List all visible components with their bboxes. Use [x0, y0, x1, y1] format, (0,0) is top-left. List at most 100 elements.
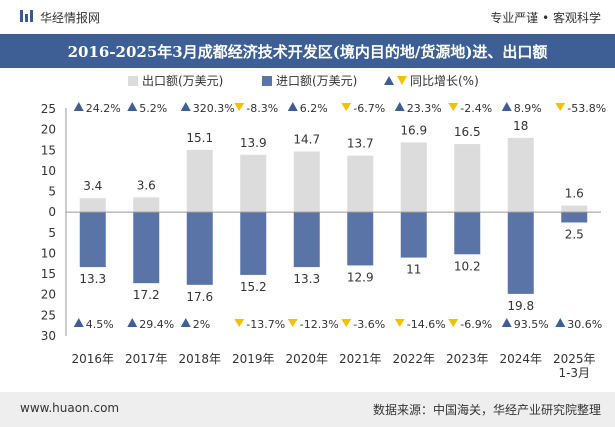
import-growth-label: -6.9%	[460, 318, 492, 331]
up-triangle-icon	[394, 102, 405, 111]
import-growth-label: -12.3%	[300, 318, 339, 331]
import-value-label: 17.6	[186, 290, 213, 304]
export-value-label: 3.4	[83, 179, 102, 193]
import-value-label: 12.9	[347, 270, 374, 284]
import-growth-label: 30.6%	[567, 318, 602, 331]
import-bar	[400, 212, 427, 258]
export-growth-label: 24.2%	[86, 102, 121, 115]
import-growth-label: -3.6%	[353, 318, 385, 331]
website-url: www.huaon.com	[20, 401, 120, 415]
export-bar	[561, 205, 588, 213]
x-tick-label: 1-3月	[558, 366, 590, 380]
brand-name: 华经情报网	[40, 11, 101, 25]
export-growth-label: -6.7%	[353, 102, 385, 115]
up-triangle-icon	[501, 318, 512, 327]
legend-label-growth: 同比增长(%)	[410, 74, 479, 88]
export-value-label: 16.5	[454, 125, 481, 139]
up-triangle-icon	[501, 102, 512, 111]
export-value-label: 14.7	[293, 133, 320, 147]
up-triangle-icon	[287, 102, 298, 111]
tagline: 专业严谨 • 客观科学	[490, 11, 601, 25]
export-value-label: 1.6	[565, 187, 584, 201]
export-growth-label: 23.3%	[407, 102, 442, 115]
import-growth-label: 4.5%	[86, 318, 114, 331]
down-triangle-icon	[394, 319, 405, 327]
export-value-label: 13.7	[347, 137, 374, 151]
import-bar	[561, 212, 588, 223]
y-tick-label: 10	[41, 164, 56, 178]
legend-down-triangle-icon	[397, 76, 407, 85]
import-value-label: 17.2	[133, 288, 160, 302]
import-value-label: 2.5	[565, 228, 584, 242]
y-tick-label: 10	[41, 246, 56, 260]
export-value-label: 15.1	[186, 131, 213, 145]
export-growth-label: 6.2%	[300, 102, 328, 115]
import-bar	[293, 212, 320, 268]
export-bar	[133, 197, 160, 213]
import-bar	[186, 212, 213, 285]
x-tick-label: 2022年	[392, 352, 435, 366]
legend-label-export: 出口额(万美元)	[142, 74, 223, 88]
import-bar	[507, 212, 534, 294]
up-triangle-icon	[73, 102, 84, 111]
chart: 出口额(万美元) 进口额(万美元) 同比增长(%) 25 20 15 10 5 0 5 10 1…	[41, 74, 606, 380]
x-tick-label: 2019年	[232, 352, 275, 366]
y-tick-label: 5	[48, 226, 56, 240]
legend: 出口额(万美元) 进口额(万美元) 同比增长(%)	[128, 74, 479, 88]
y-tick-label: 25	[41, 102, 56, 116]
import-value-label: 10.2	[454, 259, 481, 273]
export-growth-label: -53.8%	[567, 102, 606, 115]
down-triangle-icon	[234, 319, 245, 327]
export-growth-label: 8.9%	[514, 102, 542, 115]
legend-label-import: 进口额(万美元)	[276, 74, 357, 88]
export-bar	[507, 137, 534, 213]
x-tick-label: 2021年	[339, 352, 382, 366]
import-value-label: 15.2	[240, 280, 267, 294]
import-value-label: 11	[406, 263, 421, 277]
export-bar	[293, 151, 320, 213]
down-triangle-icon	[448, 103, 459, 111]
legend-swatch-import	[262, 76, 272, 86]
x-tick-label: 2018年	[178, 352, 221, 366]
x-tick-label: 2025年	[553, 352, 596, 366]
export-value-label: 16.9	[400, 123, 427, 137]
y-tick-label: 15	[41, 267, 56, 281]
chart-title: 2016-2025年3月成都经济技术开发区(境内目的地/货源地)进、出口额	[67, 43, 548, 61]
y-tick-label: 15	[41, 143, 56, 157]
up-triangle-icon	[127, 318, 138, 327]
import-growth-label: 29.4%	[139, 318, 174, 331]
down-triangle-icon	[448, 319, 459, 327]
import-bar	[347, 212, 374, 266]
x-tick-label: 2024年	[499, 352, 542, 366]
export-growth-label: 5.2%	[139, 102, 167, 115]
export-bar	[400, 142, 427, 213]
export-bar	[240, 154, 267, 213]
x-tick-label: 2023年	[446, 352, 489, 366]
export-value-label: 18	[513, 119, 528, 133]
export-bar	[79, 198, 106, 213]
import-bar	[454, 212, 481, 255]
up-triangle-icon	[180, 318, 191, 327]
y-tick-label: 30	[41, 329, 56, 343]
data-source: 数据来源：中国海关，华经产业研究院整理	[372, 403, 601, 417]
import-value-label: 13.3	[293, 272, 320, 286]
x-tick-label: 2017年	[125, 352, 168, 366]
up-triangle-icon	[555, 318, 566, 327]
export-value-label: 3.6	[137, 178, 156, 192]
export-growth-label: 320.3%	[193, 102, 235, 115]
up-triangle-icon	[127, 102, 138, 111]
down-triangle-icon	[287, 319, 298, 327]
export-bar	[454, 144, 481, 213]
y-tick-label: 25	[41, 308, 56, 322]
import-growth-label: 93.5%	[514, 318, 549, 331]
y-tick-label: 20	[41, 123, 56, 137]
down-triangle-icon	[555, 103, 566, 111]
up-triangle-icon	[180, 102, 191, 111]
footer: www.huaon.com 数据来源：中国海关，华经产业研究院整理	[0, 392, 615, 427]
export-growth-label: -8.3%	[246, 102, 278, 115]
top-bar: 华经情报网 专业严谨 • 客观科学	[0, 0, 615, 34]
import-bar	[79, 212, 106, 268]
export-bar	[347, 155, 374, 213]
export-bar	[186, 149, 213, 213]
export-value-label: 13.9	[240, 136, 267, 150]
